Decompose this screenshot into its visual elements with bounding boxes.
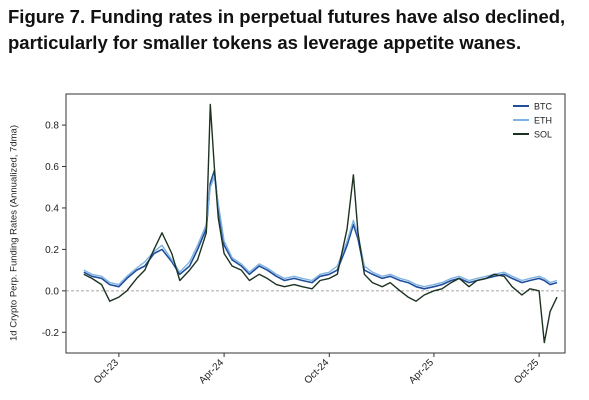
x-tick-label: Oct-25 <box>512 357 541 386</box>
y-tick-label: 0.6 <box>45 162 59 173</box>
series-line-eth <box>83 176 558 288</box>
x-tick-label: Oct-24 <box>302 357 331 386</box>
legend: BTC ETH SOL <box>513 102 553 140</box>
plot-frame <box>65 93 566 354</box>
legend-label-eth: ETH <box>534 116 552 126</box>
x-tick-label: Apr-24 <box>197 357 226 386</box>
series-line-btc <box>83 169 558 290</box>
x-tick-label: Apr-25 <box>407 357 436 386</box>
series-lines <box>83 103 558 344</box>
y-tick-label: 0.4 <box>45 203 59 214</box>
legend-label-sol: SOL <box>534 130 552 140</box>
y-tick-label: 0.8 <box>45 121 59 132</box>
chart-title: Figure 7. Funding rates in perpetual fut… <box>8 6 566 53</box>
chart-axes: -0.2 0.0 0.2 0.4 0.6 0.8 Oct-23 Apr-24 Oct-24 Apr… <box>42 93 566 386</box>
y-tick-label: -0.2 <box>42 328 60 339</box>
series-line-sol <box>83 103 558 344</box>
y-tick-label: 0.2 <box>45 245 59 256</box>
legend-label-btc: BTC <box>534 102 553 112</box>
y-tick-label: 0.0 <box>45 286 59 297</box>
x-tick-label: Oct-23 <box>92 357 121 386</box>
